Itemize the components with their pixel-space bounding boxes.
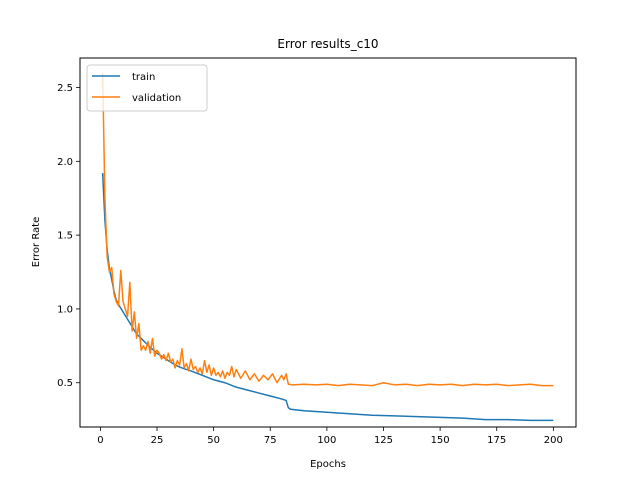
plot-frame bbox=[79, 57, 577, 428]
legend-label-validation: validation bbox=[132, 93, 181, 104]
y-axis-label: Error Rate bbox=[31, 217, 42, 267]
y-tick-label: 1.0 bbox=[57, 304, 73, 315]
y-axis: 0.5 1.0 1.5 2.0 2.5 bbox=[57, 83, 80, 389]
x-axis: 0 25 50 75 100 125 150 175 200 bbox=[97, 427, 563, 446]
x-tick-label: 25 bbox=[151, 435, 164, 446]
legend-label-train: train bbox=[132, 72, 155, 83]
x-tick-label: 100 bbox=[317, 435, 336, 446]
chart-title: Error results_c10 bbox=[277, 37, 378, 51]
x-tick-label: 125 bbox=[374, 435, 393, 446]
x-tick-label: 200 bbox=[544, 435, 563, 446]
y-tick-label: 1.5 bbox=[57, 231, 73, 242]
x-tick-label: 150 bbox=[431, 435, 450, 446]
y-tick-label: 0.5 bbox=[57, 378, 73, 389]
series-lines bbox=[101, 72, 554, 422]
x-tick-label: 0 bbox=[97, 435, 103, 446]
series-line-validation bbox=[101, 72, 554, 387]
x-tick-label: 50 bbox=[207, 435, 220, 446]
y-tick-label: 2.5 bbox=[57, 83, 73, 94]
legend: train validation bbox=[86, 64, 208, 112]
x-tick-label: 175 bbox=[487, 435, 506, 446]
x-tick-label: 75 bbox=[264, 435, 277, 446]
x-axis-label: Epochs bbox=[310, 459, 346, 470]
y-tick-label: 2.0 bbox=[57, 157, 73, 168]
